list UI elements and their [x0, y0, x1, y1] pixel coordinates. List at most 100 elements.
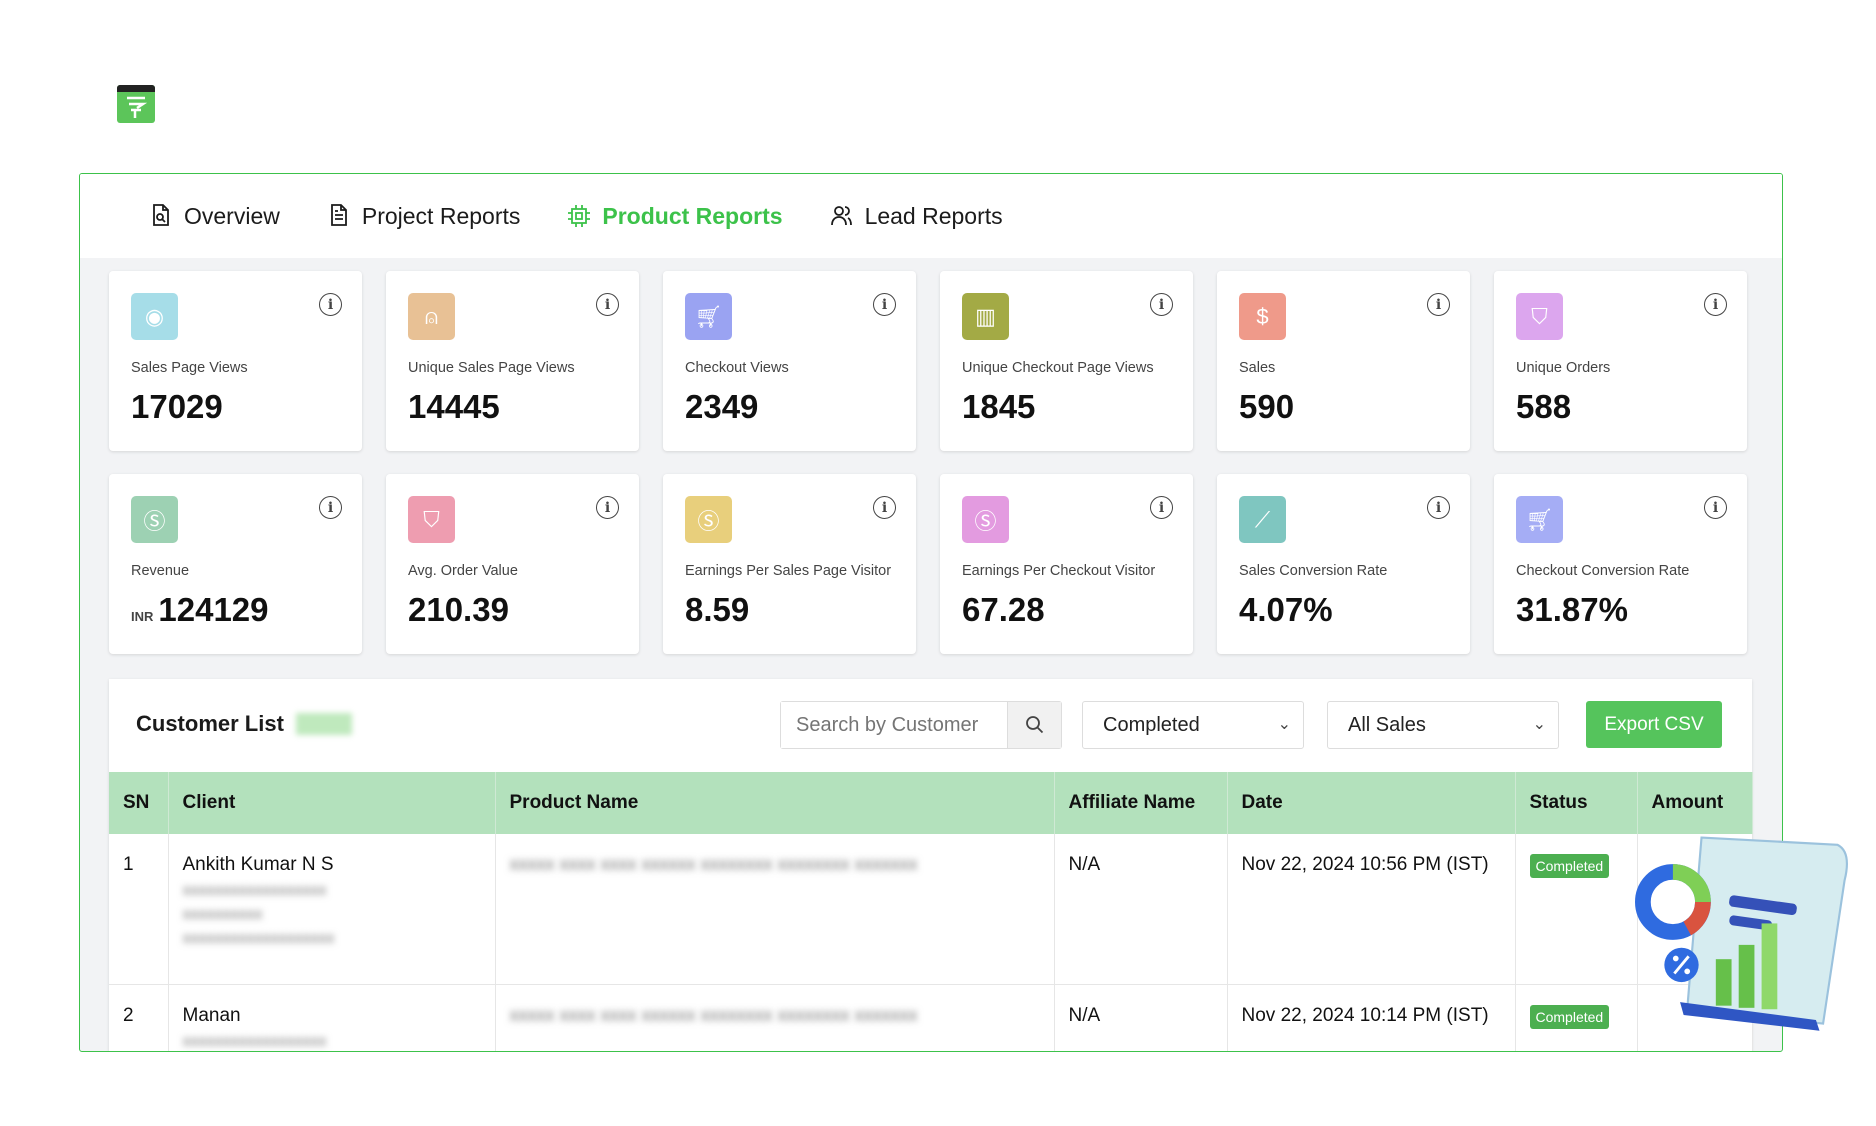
client-name: Manan — [182, 1004, 241, 1026]
reports-panel: Overview Project Reports Product Reports Le… — [79, 173, 1783, 1052]
column-header[interactable]: Status — [1515, 772, 1638, 834]
metric-card: 🛒︎ i Checkout Conversion Rate 31.87% — [1494, 474, 1747, 654]
search-icon — [1025, 716, 1043, 734]
info-icon[interactable]: i — [873, 293, 896, 316]
info-icon[interactable]: i — [1704, 496, 1727, 519]
metric-card: ⟋ i Sales Conversion Rate 4.07% — [1217, 474, 1470, 654]
users-icon — [830, 206, 852, 226]
customer-list-title: Customer List — [136, 711, 352, 737]
user-icon: ⍝ — [408, 293, 455, 340]
metric-label: Unique Orders — [1516, 360, 1611, 376]
redacted-contact: xxxxxxxxxxxxxxxxxx — [182, 882, 327, 899]
metric-value: 1845 — [962, 388, 1036, 425]
status-filter-select[interactable]: Completed ⌄ — [1082, 701, 1304, 749]
report-tabs: Overview Project Reports Product Reports Le… — [80, 174, 1782, 258]
client-name: Ankith Kumar N S — [182, 854, 334, 875]
info-icon[interactable]: i — [1427, 293, 1450, 316]
info-icon[interactable]: i — [1150, 293, 1173, 316]
column-header[interactable]: Product Name — [495, 772, 1055, 834]
info-icon[interactable]: i — [1704, 293, 1727, 316]
percent-icon — [1672, 955, 1691, 975]
redacted-contact: xxxxxxxxxxxxxxxxxxx — [182, 930, 335, 947]
redacted-product: xxxxx xxxx xxxx xxxxxx xxxxxxxx xxxxxxxx… — [509, 854, 918, 874]
column-header[interactable]: SN — [109, 772, 169, 834]
metric-label: Unique Sales Page Views — [408, 360, 575, 376]
tab-product-reports[interactable]: Product Reports — [566, 203, 783, 230]
status-badge: Completed — [1529, 1004, 1610, 1029]
metric-value: 17029 — [131, 388, 223, 425]
metric-value: 67.28 — [962, 591, 1045, 628]
info-icon[interactable]: i — [873, 496, 896, 519]
metric-value: 2349 — [685, 388, 759, 425]
line-chart-icon: ⟋ — [1239, 496, 1286, 543]
redacted-product: xxxxx xxxx xxxx xxxxxx xxxxxxxx xxxxxxxx… — [509, 1004, 918, 1025]
metric-value: 590 — [1239, 388, 1295, 425]
column-header[interactable]: Affiliate Name — [1054, 772, 1228, 834]
bag-icon: ⛉ — [1516, 293, 1563, 340]
metric-card: ▥ i Unique Checkout Page Views 1845 — [940, 271, 1193, 451]
metric-card: ⛉ i Avg. Order Value 210.39 — [386, 474, 639, 654]
file-search-icon — [153, 204, 169, 226]
metric-label: Earnings Per Sales Page Visitor — [685, 563, 892, 579]
search-input[interactable] — [781, 702, 1007, 748]
coin-icon: Ⓢ — [962, 496, 1009, 543]
tab-project-reports[interactable]: Project Reports — [326, 203, 520, 230]
status-badge: Completed — [1529, 854, 1610, 878]
cart-icon: 🛒︎ — [1516, 496, 1563, 543]
metric-label: Earnings Per Checkout Visitor — [962, 563, 1156, 579]
metric-value: 14445 — [408, 388, 500, 425]
metric-label: Checkout Conversion Rate — [1516, 563, 1690, 579]
column-header[interactable]: Date — [1227, 772, 1516, 834]
redacted-contact: xxxxxxxxxx — [182, 906, 263, 923]
metric-label: Revenue — [131, 563, 190, 579]
coin-icon: Ⓢ — [685, 496, 732, 543]
table-row[interactable]: 2 Manan xxxxxxxxxxxxxxxxxx xxxxx xxxx xxxx … — [109, 984, 1753, 1051]
document-icon — [330, 204, 347, 226]
column-header[interactable]: Client — [168, 772, 496, 834]
metric-value: 31.87% — [1516, 591, 1628, 628]
info-icon[interactable]: i — [1150, 496, 1173, 519]
customer-search — [780, 701, 1062, 749]
info-icon[interactable]: i — [596, 293, 619, 316]
bar-chart-icon: ▥ — [962, 293, 1009, 340]
metric-label: Checkout Views — [685, 360, 789, 376]
metric-label: Unique Checkout Page Views — [962, 360, 1154, 376]
metric-card: ⛉ i Unique Orders 588 — [1494, 271, 1747, 451]
customer-table: SN Client Product Name Affiliate Name Date St… — [109, 772, 1753, 1051]
cart-icon: 🛒︎ — [685, 293, 732, 340]
app-logo — [117, 85, 155, 123]
count-badge — [295, 713, 352, 735]
metric-label: Avg. Order Value — [408, 563, 518, 579]
eye-icon: ◉ — [131, 293, 178, 340]
metric-card: $ i Sales 590 — [1217, 271, 1470, 451]
customer-list-section: Customer List Completed⌄ All Sales⌄ Expo… — [109, 679, 1753, 1051]
info-icon[interactable]: i — [319, 496, 342, 519]
tab-lead-reports[interactable]: Lead Reports — [829, 203, 1003, 230]
info-icon[interactable]: i — [596, 496, 619, 519]
metric-label: Sales — [1239, 360, 1276, 376]
sales-filter-select[interactable]: All Sales ⌄ — [1327, 701, 1559, 749]
chevron-down-icon: ⌄ — [1277, 716, 1291, 733]
metric-value: 8.59 — [685, 591, 750, 628]
metric-card: ⍝ i Unique Sales Page Views 14445 — [386, 271, 639, 451]
info-icon[interactable]: i — [319, 293, 342, 316]
report-illustration — [1635, 836, 1848, 1031]
chevron-down-icon: ⌄ — [1532, 716, 1546, 733]
metric-label: Sales Conversion Rate — [1239, 563, 1388, 579]
metric-card: ◉ i Sales Page Views 17029 — [109, 271, 362, 451]
metric-cards: ◉ i Sales Page Views 17029 ⍝ i Unique Sales Pa… — [109, 271, 1747, 654]
dollar-icon: $ — [1239, 293, 1286, 340]
column-header[interactable]: Amount — [1637, 772, 1753, 834]
redacted-contact: xxxxxxxxxxxxxxxxxx — [182, 1032, 327, 1050]
metric-value: INR 124129 — [131, 591, 269, 628]
search-button[interactable] — [1007, 702, 1061, 748]
metric-value: 588 — [1516, 388, 1572, 425]
bag-icon: ⛉ — [408, 496, 455, 543]
export-csv-button[interactable]: Export CSV — [1586, 701, 1722, 748]
tab-overview[interactable]: Overview — [148, 203, 280, 230]
info-icon[interactable]: i — [1427, 496, 1450, 519]
